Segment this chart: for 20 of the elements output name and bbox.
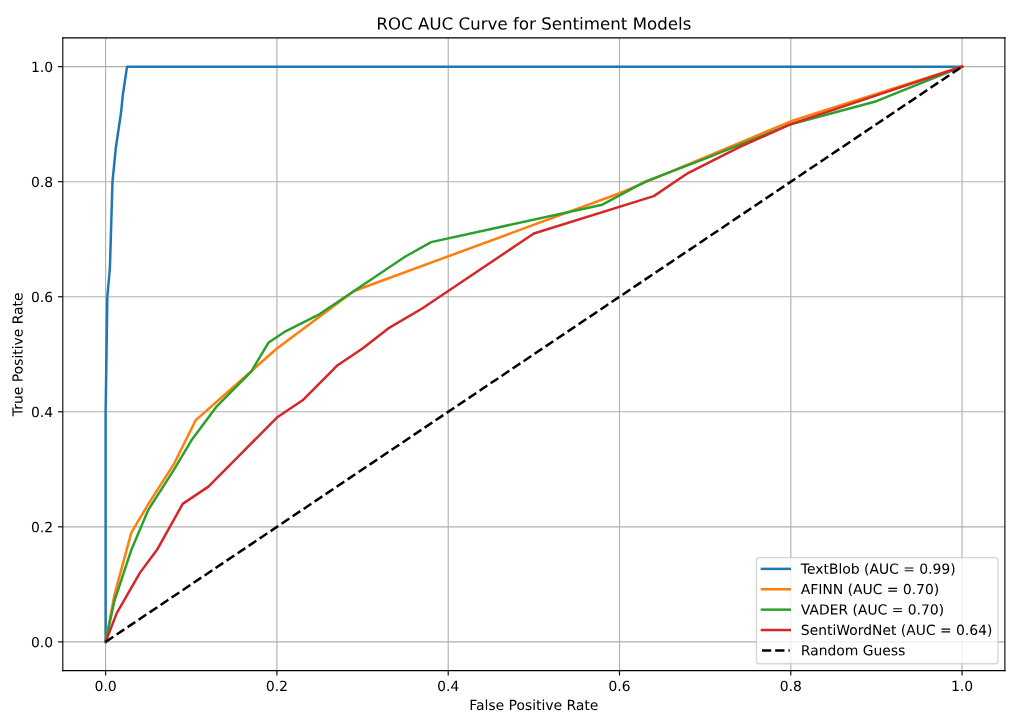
legend-label: SentiWordNet (AUC = 0.64) bbox=[801, 624, 992, 637]
x-tick-label: 0.4 bbox=[438, 680, 459, 692]
legend-label: AFINN (AUC = 0.70) bbox=[800, 583, 939, 596]
x-tick-label: 0.8 bbox=[780, 680, 801, 692]
y-tick-label: 0.0 bbox=[31, 636, 53, 648]
chart-title: ROC AUC Curve for Sentiment Models bbox=[377, 16, 691, 30]
x-tick-label: 0.0 bbox=[95, 680, 116, 692]
y-tick-label: 0.2 bbox=[31, 521, 52, 533]
x-axis-title: False Positive Rate bbox=[470, 699, 598, 711]
legend-label: Random Guess bbox=[802, 644, 905, 656]
y-tick-label: 0.6 bbox=[31, 291, 53, 303]
x-tick-label: 1.0 bbox=[952, 680, 973, 692]
y-tick-label: 1.0 bbox=[32, 61, 53, 73]
legend-label: VADER (AUC = 0.70) bbox=[800, 603, 943, 617]
legend-label: TextBlob (AUC = 0.99) bbox=[800, 563, 955, 576]
y-tick-label: 0.8 bbox=[31, 176, 53, 188]
x-tick-label: 0.2 bbox=[266, 680, 287, 692]
x-tick-label: 0.6 bbox=[609, 680, 630, 692]
y-tick-label: 0.4 bbox=[31, 406, 53, 418]
y-axis-title: True Positive Rate bbox=[12, 293, 23, 417]
